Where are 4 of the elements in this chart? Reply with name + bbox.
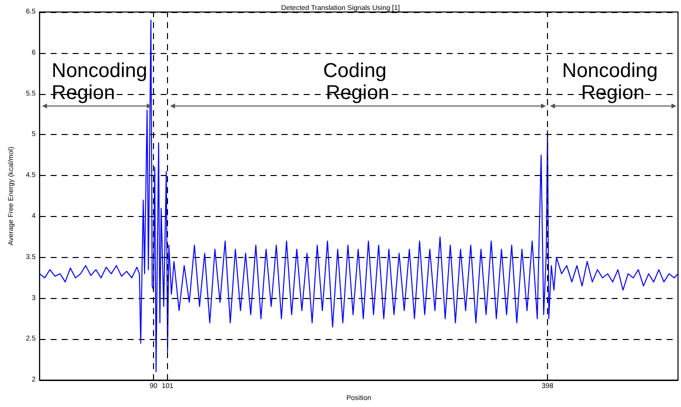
line-series (39, 20, 678, 372)
annotation: Coding Region (323, 60, 392, 104)
annotation: Noncoding Region (52, 60, 153, 104)
annotation: Noncoding Region (562, 60, 664, 104)
